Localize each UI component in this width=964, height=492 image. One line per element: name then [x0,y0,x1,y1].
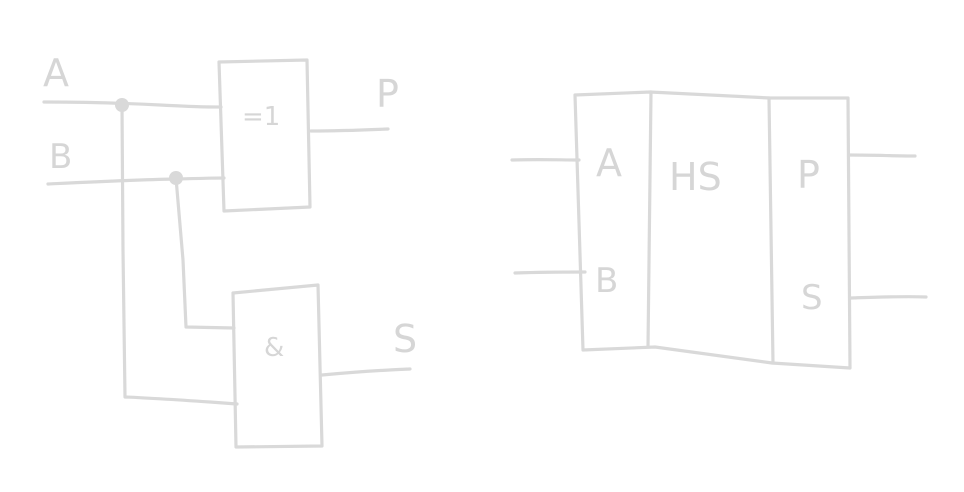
block-input-b-label: B [595,261,618,301]
xor-output-wire [309,127,390,133]
block-name: HS [669,155,722,199]
block-input-b-wire [513,270,587,275]
output-s-label: S [393,317,417,361]
wire-b-to-xor [46,176,226,186]
block-outline [573,90,852,370]
xor-gate [217,58,312,213]
block-output-p-label: P [797,153,820,197]
input-a-label: A [43,51,69,95]
and-output-wire [320,367,412,377]
block-input-a-label: A [596,141,622,185]
and-gate [231,283,324,449]
input-b-label: B [49,137,72,177]
wire-a-to-and [120,103,239,406]
block-output-s-label: S [801,278,823,318]
block-divider-right [767,96,775,365]
xor-gate-symbol: =1 [242,102,280,132]
wire-b-to-and [174,176,236,330]
block-output-s-wire [848,294,928,300]
wire-a-to-xor [42,100,223,109]
and-gate-symbol: & [264,333,284,363]
output-p-label: P [376,72,399,116]
gate-level-circuit: A B =1 & P S [42,51,417,449]
half-adder-block: A B HS P S [510,90,928,370]
block-output-p-wire [847,153,917,158]
block-divider-left [646,90,653,349]
